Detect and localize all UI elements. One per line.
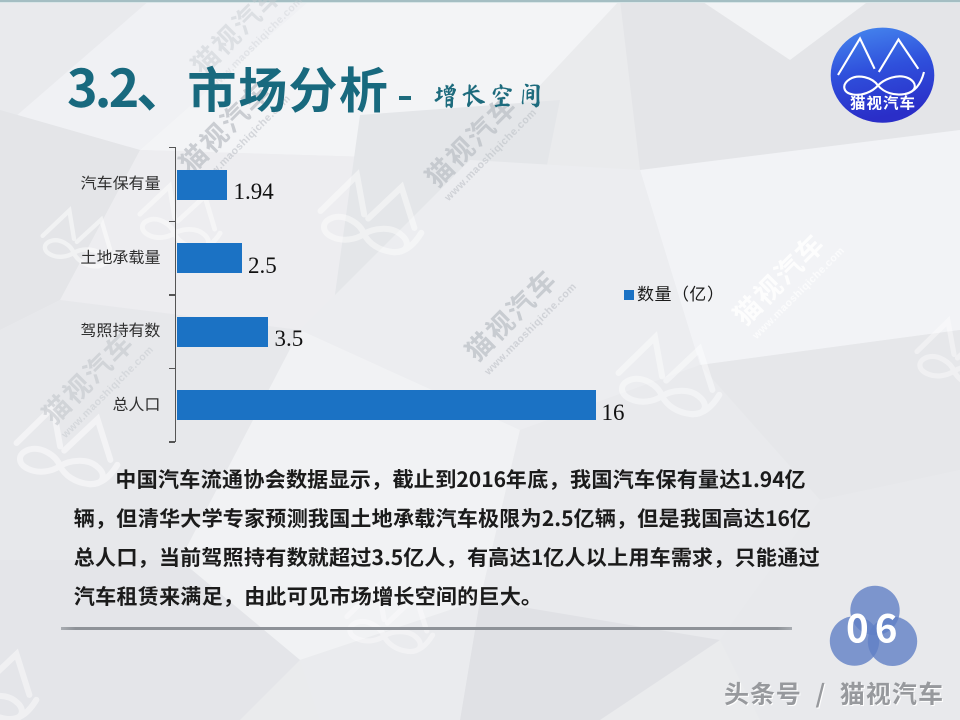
- svg-text:06: 06: [846, 599, 903, 655]
- svg-text:猫视汽车: 猫视汽车: [850, 92, 916, 114]
